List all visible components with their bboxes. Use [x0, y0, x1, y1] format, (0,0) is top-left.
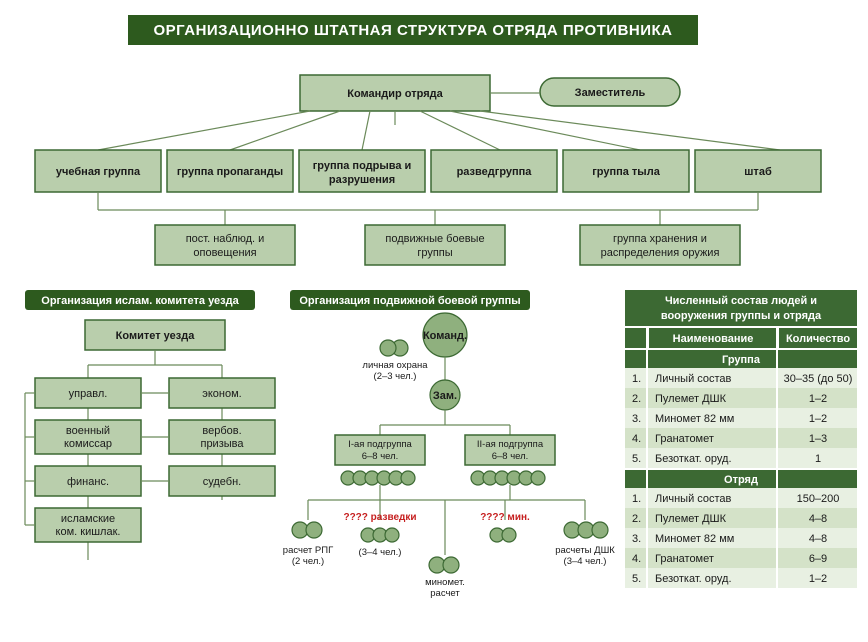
- svg-text:1–2: 1–2: [809, 573, 827, 585]
- svg-text:???? мин.: ???? мин.: [480, 512, 530, 523]
- svg-text:Личный состав: Личный состав: [655, 373, 732, 385]
- svg-text:разрушения: разрушения: [329, 174, 395, 186]
- svg-text:I-ая подгруппа: I-ая подгруппа: [348, 439, 412, 450]
- svg-text:5.: 5.: [632, 573, 641, 585]
- svg-text:Отряд: Отряд: [724, 474, 758, 486]
- svg-text:вербов.: вербов.: [202, 425, 241, 437]
- svg-text:пост. наблюд. и: пост. наблюд. и: [186, 233, 265, 245]
- svg-text:Численный состав людей и: Численный состав людей и: [665, 295, 817, 307]
- conn-root-l2: [98, 111, 780, 150]
- subchart-combat: Организация подвижной боевой группы Кома…: [283, 290, 615, 599]
- svg-text:группа пропаганды: группа пропаганды: [177, 166, 283, 178]
- svg-text:управл.: управл.: [69, 388, 108, 400]
- root-label: Командир отряда: [347, 88, 443, 100]
- svg-text:Безоткат. оруд.: Безоткат. оруд.: [655, 453, 732, 465]
- svg-text:2.: 2.: [632, 513, 641, 525]
- table-rows-1: 1. Личный состав 30–35 (до 50) 2. Пулеме…: [625, 368, 857, 468]
- conn-l2-l3: [98, 192, 758, 225]
- svg-text:1–3: 1–3: [809, 433, 827, 445]
- svg-text:распределения оружия: распределения оружия: [601, 247, 720, 259]
- svg-text:исламские: исламские: [61, 513, 115, 525]
- svg-text:расчет РПГ: расчет РПГ: [283, 545, 333, 556]
- svg-text:Организация подвижной боевой г: Организация подвижной боевой группы: [299, 295, 520, 307]
- svg-text:1.: 1.: [632, 373, 641, 385]
- svg-text:Пулемет ДШК: Пулемет ДШК: [655, 393, 727, 405]
- svg-text:штаб: штаб: [744, 166, 772, 178]
- svg-text:ком. кишлак.: ком. кишлак.: [56, 526, 121, 538]
- svg-text:Миномет 82 мм: Миномет 82 мм: [655, 533, 734, 545]
- svg-text:расчет: расчет: [430, 588, 460, 599]
- svg-text:1–2: 1–2: [809, 413, 827, 425]
- svg-text:Гранатомет: Гранатомет: [655, 433, 714, 445]
- svg-text:1–2: 1–2: [809, 393, 827, 405]
- svg-text:1.: 1.: [632, 493, 641, 505]
- svg-text:Безоткат. оруд.: Безоткат. оруд.: [655, 573, 732, 585]
- svg-text:миномет.: миномет.: [425, 577, 465, 588]
- svg-text:150–200: 150–200: [797, 493, 840, 505]
- svg-text:6–8 чел.: 6–8 чел.: [492, 451, 529, 462]
- svg-text:Количество: Количество: [786, 333, 850, 345]
- svg-text:судебн.: судебн.: [203, 476, 241, 488]
- svg-text:4.: 4.: [632, 553, 641, 565]
- svg-text:5.: 5.: [632, 453, 641, 465]
- svg-text:группа тыла: группа тыла: [592, 166, 661, 178]
- svg-text:Личный состав: Личный состав: [655, 493, 732, 505]
- svg-text:3.: 3.: [632, 413, 641, 425]
- svg-text:(3–4 чел.): (3–4 чел.): [359, 547, 402, 558]
- svg-text:Миномет 82 мм: Миномет 82 мм: [655, 413, 734, 425]
- level2-row: учебная группа группа пропаганды группа …: [35, 150, 821, 192]
- svg-text:Комитет уезда: Комитет уезда: [116, 330, 196, 342]
- svg-text:финанс.: финанс.: [67, 476, 109, 488]
- svg-text:4.: 4.: [632, 433, 641, 445]
- svg-text:Организация ислам. комитета уе: Организация ислам. комитета уезда: [41, 295, 239, 307]
- org-chart: ОРГАНИЗАЦИОННО ШТАТНАЯ СТРУКТУРА ОТРЯДА …: [0, 0, 868, 642]
- svg-text:оповещения: оповещения: [193, 247, 256, 259]
- svg-text:???? разведки: ???? разведки: [343, 512, 416, 523]
- svg-text:призыва: призыва: [200, 438, 244, 450]
- svg-text:группа подрыва и: группа подрыва и: [313, 160, 412, 172]
- deputy-label: Заместитель: [575, 87, 646, 99]
- svg-text:2.: 2.: [632, 393, 641, 405]
- svg-text:Пулемет ДШК: Пулемет ДШК: [655, 513, 727, 525]
- subchart-committee: Организация ислам. комитета уезда Комите…: [25, 290, 275, 560]
- svg-text:группа хранения и: группа хранения и: [613, 233, 707, 245]
- svg-text:6–8 чел.: 6–8 чел.: [362, 451, 399, 462]
- svg-text:эконом.: эконом.: [202, 388, 241, 400]
- svg-text:учебная группа: учебная группа: [56, 166, 141, 178]
- svg-text:группы: группы: [417, 247, 452, 259]
- svg-text:Зам.: Зам.: [433, 390, 457, 402]
- svg-text:подвижные боевые: подвижные боевые: [385, 233, 484, 245]
- svg-text:4–8: 4–8: [809, 533, 827, 545]
- svg-text:(3–4 чел.): (3–4 чел.): [564, 556, 607, 567]
- svg-text:3.: 3.: [632, 533, 641, 545]
- svg-text:1: 1: [815, 453, 821, 465]
- svg-text:разведгруппа: разведгруппа: [457, 166, 533, 178]
- svg-text:4–8: 4–8: [809, 513, 827, 525]
- svg-text:вооружения группы и отряда: вооружения группы и отряда: [661, 310, 822, 322]
- svg-text:комиссар: комиссар: [64, 438, 112, 450]
- svg-text:военный: военный: [66, 425, 110, 437]
- level3-row: пост. наблюд. и оповещения подвижные бое…: [155, 225, 740, 265]
- svg-text:Группа: Группа: [722, 354, 761, 366]
- table-rows-2: 1. Личный состав 150–200 2. Пулемет ДШК …: [625, 488, 857, 588]
- svg-text:6–9: 6–9: [809, 553, 827, 565]
- svg-text:30–35 (до 50): 30–35 (до 50): [784, 373, 853, 385]
- svg-text:личная охрана: личная охрана: [362, 360, 428, 371]
- svg-text:(2 чел.): (2 чел.): [292, 556, 324, 567]
- svg-text:II-ая подгруппа: II-ая подгруппа: [477, 439, 544, 450]
- title-text: ОРГАНИЗАЦИОННО ШТАТНАЯ СТРУКТУРА ОТРЯДА …: [154, 22, 673, 39]
- strength-table: Численный состав людей и вооружения груп…: [625, 290, 857, 588]
- svg-text:Гранатомет: Гранатомет: [655, 553, 714, 565]
- svg-text:(2–3 чел.): (2–3 чел.): [374, 371, 417, 382]
- svg-text:расчеты ДШК: расчеты ДШК: [555, 545, 615, 556]
- svg-text:Команд.: Команд.: [423, 330, 467, 342]
- svg-text:Наименование: Наименование: [673, 333, 754, 345]
